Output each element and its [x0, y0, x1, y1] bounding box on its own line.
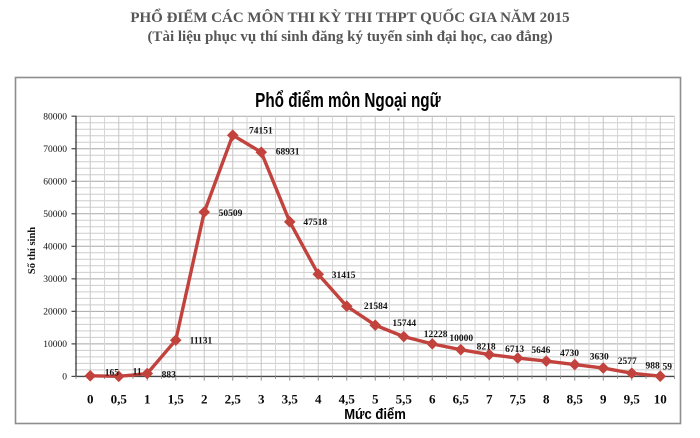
svg-text:0: 0	[87, 391, 94, 406]
svg-text:165: 165	[105, 368, 120, 378]
svg-text:3630: 3630	[590, 353, 609, 363]
svg-text:50509: 50509	[219, 209, 243, 219]
svg-text:1: 1	[144, 391, 151, 406]
svg-text:74151: 74151	[249, 127, 273, 137]
svg-text:11131: 11131	[190, 337, 213, 347]
svg-text:12228: 12228	[424, 330, 448, 340]
svg-text:3,5: 3,5	[282, 391, 299, 406]
svg-text:3: 3	[258, 391, 265, 406]
svg-text:4,5: 4,5	[339, 391, 356, 406]
svg-text:0,5: 0,5	[111, 391, 128, 406]
svg-text:2: 2	[201, 391, 208, 406]
svg-text:8218: 8218	[477, 342, 496, 352]
svg-text:Mức điểm: Mức điểm	[344, 406, 406, 422]
svg-text:5646: 5646	[531, 346, 550, 356]
svg-text:883: 883	[162, 371, 177, 381]
svg-text:21584: 21584	[364, 302, 388, 312]
svg-text:59: 59	[663, 363, 673, 373]
svg-text:8,5: 8,5	[567, 391, 584, 406]
svg-text:2,5: 2,5	[225, 391, 242, 406]
svg-text:988: 988	[646, 362, 661, 372]
svg-text:5,5: 5,5	[396, 391, 413, 406]
svg-text:1,5: 1,5	[168, 391, 185, 406]
svg-text:8: 8	[543, 391, 550, 406]
svg-text:60000: 60000	[43, 177, 67, 187]
svg-text:9,5: 9,5	[624, 391, 641, 406]
svg-text:4: 4	[315, 391, 322, 406]
svg-text:10: 10	[654, 391, 667, 406]
svg-text:6,5: 6,5	[453, 391, 470, 406]
svg-text:5: 5	[372, 391, 379, 406]
svg-text:6713: 6713	[505, 345, 524, 355]
svg-text:10000: 10000	[43, 340, 67, 350]
svg-text:4730: 4730	[560, 349, 579, 359]
svg-text:50000: 50000	[43, 210, 67, 220]
svg-text:10000: 10000	[449, 334, 473, 344]
svg-text:7,5: 7,5	[510, 391, 527, 406]
svg-text:Số thí sinh: Số thí sinh	[27, 227, 38, 274]
svg-text:68931: 68931	[276, 148, 300, 158]
svg-text:7: 7	[486, 391, 493, 406]
svg-text:40000: 40000	[43, 243, 67, 253]
svg-text:Phổ điểm môn Ngoại ngữ: Phổ điểm môn Ngoại ngữ	[255, 89, 441, 111]
svg-text:15744: 15744	[392, 319, 416, 329]
svg-text:70000: 70000	[43, 145, 67, 155]
svg-text:9: 9	[600, 391, 607, 406]
svg-text:2577: 2577	[618, 357, 637, 367]
svg-text:31415: 31415	[332, 271, 356, 281]
svg-text:20000: 20000	[43, 308, 67, 318]
svg-text:80000: 80000	[43, 112, 67, 122]
svg-text:11: 11	[133, 367, 142, 377]
svg-text:30000: 30000	[43, 275, 67, 285]
svg-text:6: 6	[429, 391, 436, 406]
svg-text:47518: 47518	[303, 218, 327, 228]
svg-text:0: 0	[62, 373, 67, 383]
